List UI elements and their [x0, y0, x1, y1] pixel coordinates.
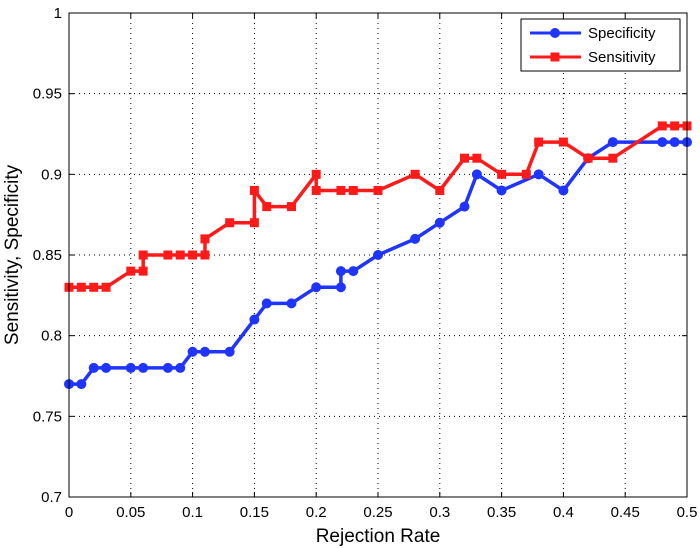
- specificity-point: [533, 169, 544, 180]
- specificity-point: [335, 282, 346, 293]
- sensitivity-point: [336, 185, 346, 195]
- legend: Specificity Sensitivity: [520, 18, 681, 72]
- sensitivity-point: [126, 266, 136, 276]
- sensitivity-point: [657, 121, 667, 131]
- specificity-point: [410, 233, 421, 244]
- x-tick-label: 0.15: [240, 504, 269, 521]
- sensitivity-point: [521, 169, 531, 179]
- specificity-point: [162, 362, 173, 373]
- y-tick-label: 0.75: [33, 408, 62, 425]
- specificity-point: [459, 201, 470, 212]
- sensitivity-point: [262, 202, 272, 212]
- specificity-point: [224, 346, 235, 357]
- y-tick-label: 0.7: [41, 489, 62, 506]
- sensitivity-point: [188, 250, 198, 260]
- plot-series: [64, 121, 692, 390]
- axis-ticks: 0 0.05 0.1 0.15 0.2 0.25 0.3 0.35 0.4 0.45 0.5 0.7 0…: [33, 5, 698, 521]
- specificity-point: [348, 266, 359, 277]
- sensitivity-point: [76, 282, 86, 292]
- sensitivity-point: [249, 218, 259, 228]
- specificity-point: [558, 185, 569, 196]
- x-tick-label: 0.5: [677, 504, 698, 521]
- y-axis-label: Sensitivity, Specificity: [2, 164, 23, 345]
- specificity-point: [286, 298, 297, 309]
- sensitivity-point: [225, 218, 235, 228]
- sensitivity-point: [286, 202, 296, 212]
- specificity-point: [471, 169, 482, 180]
- x-tick-label: 0.1: [182, 504, 203, 521]
- specificity-point: [88, 362, 99, 373]
- sensitivity-point: [497, 169, 507, 179]
- sensitivity-point: [200, 250, 210, 260]
- sensitivity-point: [348, 185, 358, 195]
- y-tick-label: 0.8: [41, 328, 62, 345]
- sensitivity-point: [311, 185, 321, 195]
- x-tick-label: 0.45: [611, 504, 640, 521]
- sensitivity-point: [534, 137, 544, 147]
- sensitivity-point: [608, 153, 618, 163]
- sensitivity-point: [583, 153, 593, 163]
- sensitivity-point: [200, 234, 210, 244]
- sensitivity-point: [101, 282, 111, 292]
- sensitivity-point: [670, 121, 680, 131]
- y-tick-label: 0.95: [33, 86, 62, 103]
- sensitivity-point: [435, 185, 445, 195]
- specificity-point: [76, 379, 87, 390]
- legend-label-sensitivity: Sensitivity: [588, 49, 656, 66]
- legend-marker-sensitivity: [550, 52, 560, 62]
- x-axis-label: Rejection Rate: [316, 526, 441, 547]
- specificity-point: [199, 346, 210, 357]
- sensitivity-point: [163, 250, 173, 260]
- legend-label-specificity: Specificity: [588, 25, 656, 42]
- specificity-point: [335, 266, 346, 277]
- specificity-point: [657, 137, 668, 148]
- sensitivity-point: [89, 282, 99, 292]
- x-tick-label: 0.4: [553, 504, 574, 521]
- sensitivity-point: [175, 250, 185, 260]
- sensitivity-point: [460, 153, 470, 163]
- sensitivity-point: [373, 185, 383, 195]
- y-tick-label: 0.9: [41, 166, 62, 183]
- sensitivity-point: [558, 137, 568, 147]
- x-tick-label: 0.2: [306, 504, 327, 521]
- grid-lines: [69, 13, 687, 497]
- x-tick-label: 0.35: [487, 504, 516, 521]
- specificity-point: [373, 250, 383, 260]
- x-tick-label: 0.05: [116, 504, 145, 521]
- specificity-point: [138, 362, 149, 373]
- specificity-point: [311, 282, 322, 293]
- legend-box: [520, 18, 681, 72]
- specificity-point: [434, 217, 445, 228]
- x-tick-label: 0.3: [429, 504, 450, 521]
- sensitivity-point: [472, 153, 482, 163]
- sensitivity-point: [311, 169, 321, 179]
- x-tick-label: 0.25: [363, 504, 392, 521]
- legend-marker-specificity: [550, 28, 560, 38]
- y-tick-label: 0.85: [33, 247, 62, 264]
- specificity-point: [249, 314, 260, 325]
- specificity-point: [175, 362, 186, 373]
- specificity-point: [125, 362, 136, 373]
- sensitivity-point: [410, 169, 420, 179]
- specificity-point: [101, 362, 112, 373]
- y-tick-label: 1: [54, 5, 62, 22]
- specificity-point: [187, 346, 198, 357]
- specificity-point: [496, 185, 507, 196]
- specificity-point: [261, 298, 272, 309]
- sensitivity-point: [138, 266, 148, 276]
- specificity-point: [669, 137, 680, 148]
- sensitivity-point: [249, 185, 259, 195]
- x-tick-label: 0: [65, 504, 73, 521]
- sensitivity-point: [138, 250, 148, 260]
- specificity-point: [607, 137, 618, 148]
